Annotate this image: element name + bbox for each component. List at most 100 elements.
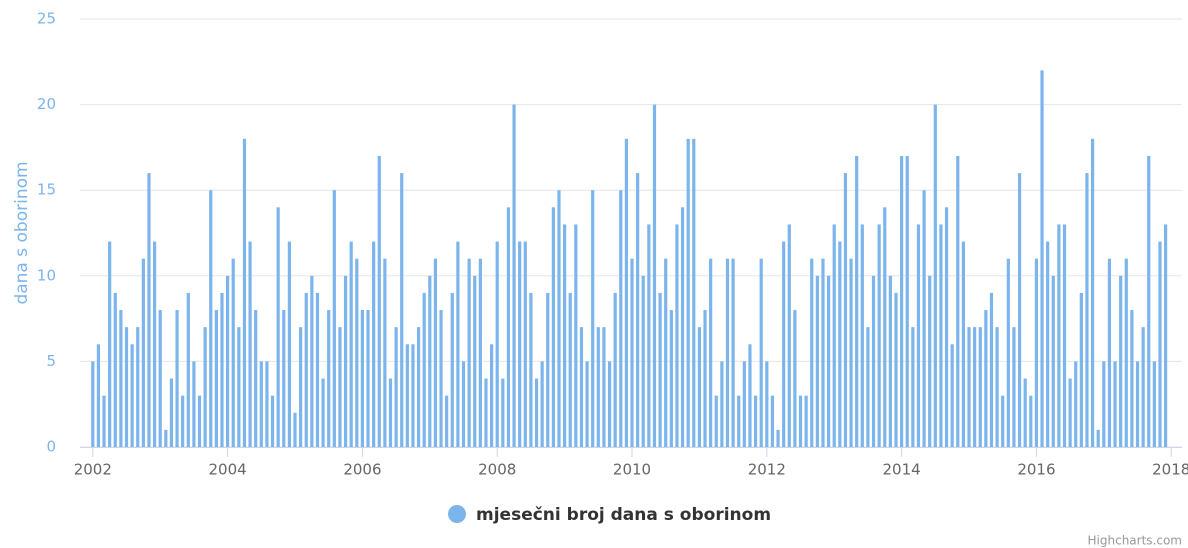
bar — [124, 327, 129, 447]
bar — [944, 207, 949, 447]
bar — [237, 327, 241, 447]
bar — [1074, 361, 1078, 447]
bar — [534, 378, 539, 447]
bar — [619, 190, 623, 447]
bar — [1147, 155, 1151, 447]
bar — [697, 327, 702, 447]
bar — [428, 275, 432, 447]
bar — [478, 258, 482, 447]
bar — [119, 310, 123, 447]
bar — [1051, 275, 1055, 447]
bar — [961, 241, 965, 447]
bar — [321, 378, 325, 447]
bar — [304, 292, 308, 447]
bar — [883, 207, 887, 447]
bar — [1040, 70, 1044, 448]
bar — [445, 395, 449, 447]
bar — [675, 224, 679, 447]
bar — [473, 275, 477, 447]
bar — [383, 258, 387, 447]
bar — [692, 138, 696, 447]
bar — [220, 292, 224, 447]
bar — [1141, 327, 1145, 447]
bar — [866, 327, 870, 447]
bar — [956, 155, 960, 447]
bar — [770, 395, 775, 447]
bar — [1119, 275, 1123, 447]
bar — [461, 361, 466, 447]
bar — [973, 327, 977, 447]
bar — [720, 361, 724, 447]
bar — [141, 258, 145, 447]
bar — [871, 275, 876, 447]
bar — [152, 241, 157, 447]
bar — [1135, 361, 1140, 447]
bar — [860, 224, 864, 447]
bar — [849, 258, 853, 447]
bar — [248, 241, 252, 447]
bar — [270, 395, 275, 447]
bar — [186, 292, 190, 447]
bar — [169, 378, 174, 447]
credits: Highcharts.com — [1088, 534, 1182, 548]
bar — [585, 361, 589, 447]
bar — [501, 378, 505, 447]
bar — [433, 258, 438, 447]
bar — [630, 258, 634, 447]
bar — [680, 207, 685, 447]
bar — [400, 173, 404, 447]
x-tick-label: 2006 — [343, 461, 381, 479]
bar — [108, 241, 112, 447]
bar — [894, 292, 898, 447]
bar — [512, 104, 516, 447]
bar — [922, 190, 926, 447]
legend-label: mjesečni broj dana s oborinom — [476, 505, 771, 525]
bar — [1034, 258, 1039, 447]
bar — [327, 310, 331, 447]
x-tick-label: 2016 — [1017, 461, 1055, 479]
bar — [793, 310, 797, 447]
bar — [102, 395, 106, 447]
bar — [484, 378, 488, 447]
bar — [905, 155, 909, 447]
bar — [287, 241, 291, 447]
bar — [338, 327, 342, 447]
bar — [709, 258, 713, 447]
bar — [1096, 429, 1100, 447]
x-tick-label: 2008 — [478, 461, 516, 479]
bar — [518, 241, 522, 447]
bar — [1068, 378, 1072, 447]
bar — [782, 241, 786, 447]
bar — [276, 207, 280, 447]
bar — [753, 395, 758, 447]
bar — [596, 327, 600, 447]
bar — [231, 258, 235, 447]
bar — [1163, 224, 1168, 447]
bar — [652, 104, 657, 447]
bar — [1046, 241, 1050, 447]
bar — [815, 275, 819, 447]
bar — [636, 173, 640, 447]
bar — [703, 310, 707, 447]
bar — [523, 241, 527, 447]
bar — [810, 258, 814, 447]
bar — [254, 310, 258, 447]
bar — [214, 310, 218, 447]
bar — [411, 344, 415, 447]
x-tick-label: 2018 — [1152, 461, 1188, 479]
bar — [877, 224, 881, 447]
bar — [557, 190, 561, 447]
bar — [366, 310, 370, 447]
bar — [265, 361, 269, 447]
bar — [613, 292, 617, 447]
bar — [529, 292, 533, 447]
bar — [1102, 361, 1106, 447]
bar — [355, 258, 359, 447]
bar — [1085, 173, 1089, 447]
bar — [1113, 361, 1117, 447]
x-tick-label: 2002 — [74, 461, 112, 479]
y-tick-label: 20 — [37, 95, 56, 113]
bar — [540, 361, 544, 447]
bar — [821, 258, 825, 447]
